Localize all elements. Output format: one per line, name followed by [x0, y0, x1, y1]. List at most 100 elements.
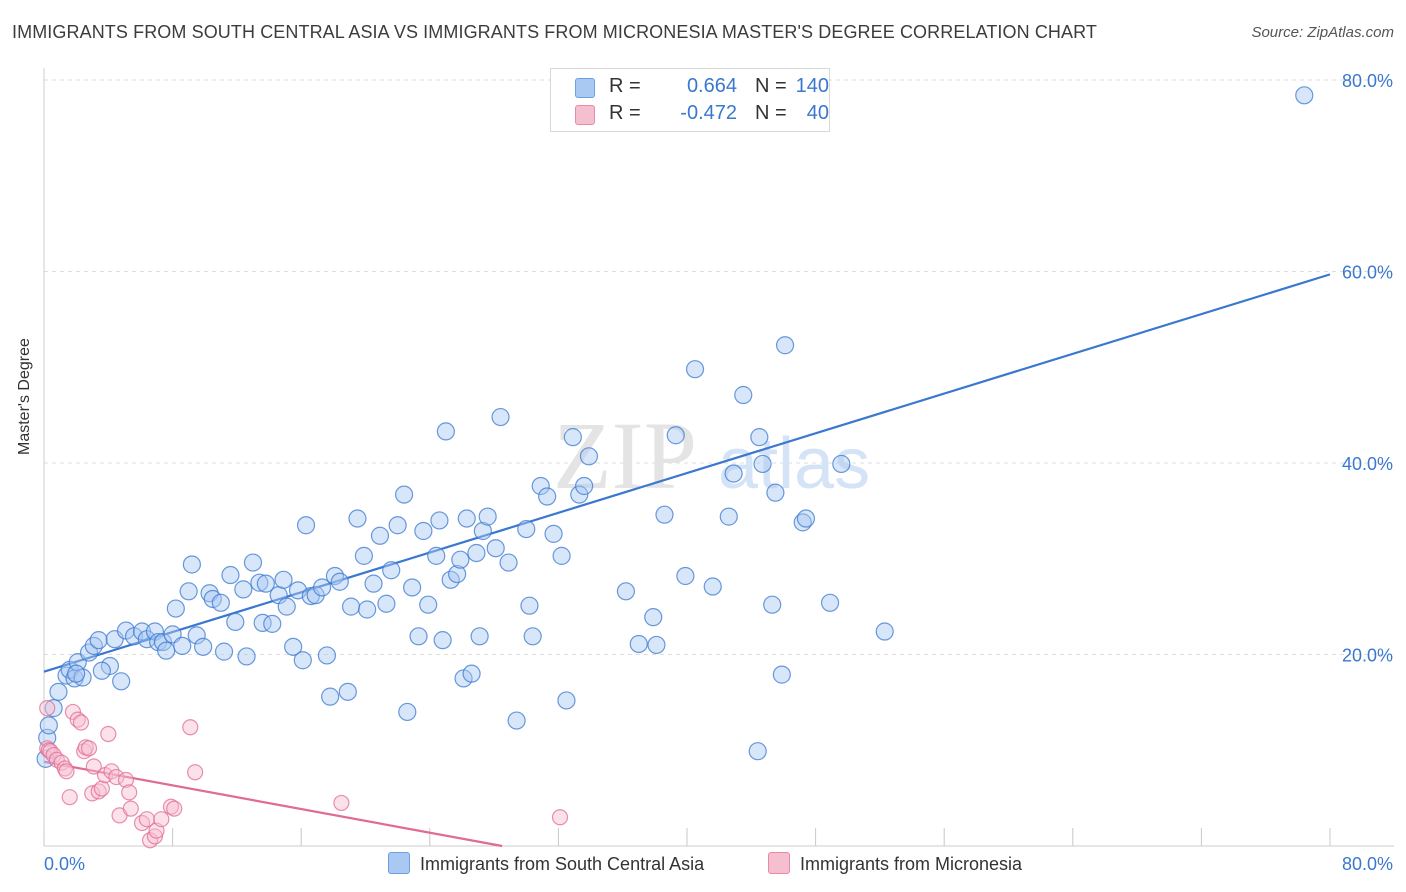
- point-south-central-asia: [263, 614, 282, 633]
- point-south-central-asia: [644, 608, 663, 627]
- data-points: [36, 86, 1314, 849]
- point-south-central-asia: [211, 593, 230, 612]
- point-south-central-asia: [338, 682, 357, 701]
- point-south-central-asia: [470, 627, 489, 646]
- point-south-central-asia: [772, 665, 791, 684]
- point-micronesia: [108, 768, 125, 786]
- point-micronesia: [48, 751, 65, 768]
- point-south-central-asia: [414, 521, 433, 541]
- point-south-central-asia: [234, 580, 253, 599]
- axes: [43, 68, 1394, 847]
- point-micronesia: [182, 719, 199, 736]
- point-south-central-asia: [256, 574, 275, 593]
- point-south-central-asia: [112, 672, 131, 691]
- point-south-central-asia: [182, 555, 201, 574]
- point-south-central-asia: [221, 565, 240, 585]
- x-tick-label: 0.0%: [44, 854, 85, 874]
- point-south-central-asia: [563, 428, 582, 447]
- point-south-central-asia: [394, 485, 414, 504]
- point-south-central-asia: [382, 561, 401, 580]
- stats-swatch-pink: [575, 105, 595, 125]
- point-south-central-asia: [364, 574, 383, 593]
- point-south-central-asia: [666, 426, 685, 445]
- stats-box: R = 0.664 N = 140 R = -0.472 N = 40: [550, 68, 830, 132]
- point-south-central-asia: [370, 526, 390, 545]
- legend-swatch-pink: [768, 852, 790, 874]
- point-south-central-asia: [179, 582, 198, 601]
- point-south-central-asia: [655, 505, 674, 524]
- x-tick-label: 80.0%: [1342, 854, 1393, 874]
- point-micronesia: [117, 771, 135, 789]
- point-south-central-asia: [448, 564, 467, 584]
- point-south-central-asia: [388, 516, 407, 535]
- point-south-central-asia: [243, 553, 263, 572]
- point-micronesia: [122, 800, 139, 817]
- point-south-central-asia: [499, 553, 518, 572]
- point-south-central-asia: [44, 699, 63, 718]
- point-south-central-asia: [766, 483, 785, 502]
- point-micronesia: [80, 740, 98, 757]
- y-tick-label: 20.0%: [1342, 646, 1393, 666]
- point-micronesia: [121, 784, 138, 801]
- point-south-central-asia: [330, 572, 349, 591]
- r-label: R =: [609, 75, 641, 97]
- trendline-south-central-asia: [43, 273, 1331, 673]
- point-south-central-asia: [451, 550, 470, 569]
- point-south-central-asia: [157, 641, 176, 660]
- point-south-central-asia: [358, 600, 377, 619]
- point-south-central-asia: [647, 635, 666, 655]
- legend-label: Immigrants from South Central Asia: [420, 854, 705, 874]
- point-south-central-asia: [719, 507, 738, 526]
- point-south-central-asia: [377, 594, 396, 613]
- tick-labels: 20.0% 40.0% 60.0% 80.0% 0.0% 80.0%: [44, 71, 1393, 874]
- point-south-central-asia: [832, 454, 851, 474]
- trendlines: [43, 273, 1331, 848]
- point-south-central-asia: [703, 577, 722, 596]
- point-south-central-asia: [486, 539, 505, 558]
- point-south-central-asia: [92, 661, 111, 680]
- point-south-central-asia: [685, 360, 705, 379]
- point-micronesia: [61, 789, 78, 806]
- point-micronesia: [93, 780, 110, 797]
- point-south-central-asia: [1295, 86, 1314, 105]
- point-south-central-asia: [253, 613, 272, 633]
- point-south-central-asia: [531, 476, 550, 496]
- point-south-central-asia: [462, 664, 481, 683]
- y-tick-label: 80.0%: [1342, 71, 1393, 91]
- point-south-central-asia: [875, 622, 894, 641]
- point-south-central-asia: [552, 546, 571, 565]
- point-micronesia: [72, 714, 90, 731]
- point-south-central-asia: [478, 507, 497, 526]
- point-micronesia: [333, 794, 350, 812]
- r-value: -0.472: [680, 102, 737, 124]
- n-label: N =: [755, 102, 787, 124]
- point-south-central-asia: [538, 487, 557, 506]
- point-south-central-asia: [274, 570, 293, 589]
- point-south-central-asia: [724, 464, 743, 483]
- point-south-central-asia: [398, 702, 417, 722]
- point-south-central-asia: [312, 578, 332, 597]
- point-south-central-asia: [226, 612, 245, 632]
- point-south-central-asia: [250, 573, 269, 592]
- point-south-central-asia: [557, 691, 576, 710]
- point-south-central-asia: [430, 511, 449, 530]
- point-south-central-asia: [325, 566, 345, 586]
- point-micronesia: [84, 785, 101, 802]
- y-axis-label: Master's Degree: [16, 338, 33, 455]
- n-value: 140: [795, 75, 829, 97]
- point-micronesia: [153, 811, 170, 828]
- point-south-central-asia: [321, 687, 340, 706]
- legend-item-micronesia: Immigrants from Micronesia: [768, 852, 1022, 875]
- point-south-central-asia: [763, 595, 782, 614]
- point-south-central-asia: [775, 336, 795, 355]
- point-micronesia: [146, 828, 164, 845]
- point-south-central-asia: [820, 593, 840, 612]
- point-south-central-asia: [575, 476, 594, 496]
- point-south-central-asia: [544, 524, 563, 543]
- point-micronesia: [551, 809, 569, 826]
- point-south-central-asia: [427, 546, 446, 565]
- r-value: 0.664: [686, 75, 737, 97]
- point-micronesia: [39, 700, 56, 717]
- point-south-central-asia: [194, 637, 213, 656]
